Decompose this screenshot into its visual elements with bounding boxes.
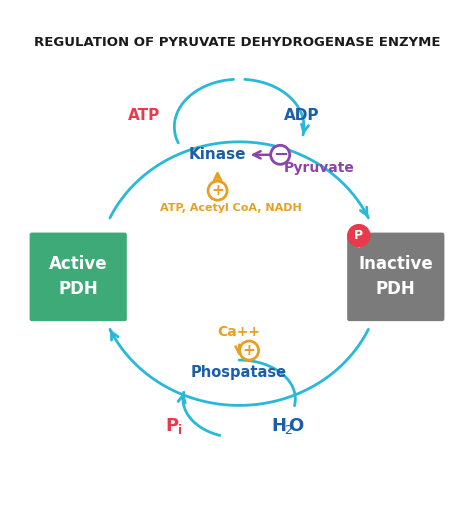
Circle shape [347,224,371,247]
Text: Inactive
PDH: Inactive PDH [358,255,433,298]
Circle shape [239,341,259,360]
Text: Pyruvate: Pyruvate [283,161,355,175]
Text: Phospatase: Phospatase [191,364,287,379]
Text: +: + [211,183,224,198]
Circle shape [208,181,227,200]
Text: i: i [178,423,182,436]
FancyBboxPatch shape [29,233,127,321]
Text: −: − [273,146,288,164]
Text: 2: 2 [284,423,292,436]
Text: O: O [288,417,303,435]
Text: ADP: ADP [284,109,319,124]
Text: P: P [354,229,364,242]
Text: ATP, Acetyl CoA, NADH: ATP, Acetyl CoA, NADH [160,203,301,213]
Text: H: H [272,417,287,435]
Text: ATP: ATP [128,109,160,124]
Text: REGULATION OF PYRUVATE DEHYDROGENASE ENZYME: REGULATION OF PYRUVATE DEHYDROGENASE ENZ… [34,36,440,49]
Circle shape [271,145,290,164]
FancyBboxPatch shape [347,233,445,321]
Text: P: P [165,417,179,435]
Text: Ca++: Ca++ [218,325,261,339]
Text: +: + [243,343,255,358]
Text: Active
PDH: Active PDH [49,255,108,298]
Text: Kinase: Kinase [189,147,246,162]
